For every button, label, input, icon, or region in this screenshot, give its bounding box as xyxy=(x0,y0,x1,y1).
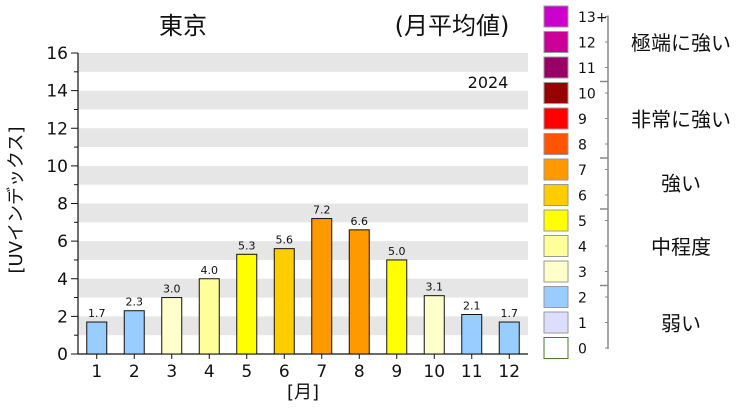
legend-swatch xyxy=(543,5,569,28)
data-label: 2.3 xyxy=(126,296,144,309)
data-label: 1.7 xyxy=(501,307,519,320)
legend-swatch xyxy=(543,82,569,104)
legend-swatch xyxy=(543,133,569,155)
chart-title: 東京 xyxy=(159,12,207,40)
bar xyxy=(348,229,370,355)
legend-swatch xyxy=(543,260,569,283)
data-label: 6.6 xyxy=(351,215,369,228)
grid-band xyxy=(78,241,528,260)
legend-label: 9 xyxy=(578,112,587,128)
y-tick-label: 16 xyxy=(46,44,68,64)
legend-label: 5 xyxy=(578,214,587,230)
bar xyxy=(273,248,295,355)
x-tick-label: 7 xyxy=(316,362,327,382)
x-tick-label: 9 xyxy=(391,362,402,382)
bar xyxy=(423,295,445,355)
legend-label: 1 xyxy=(578,316,587,332)
bars: 1.7 2.3 3.0 4.0 5.3 5.6 7.2 6.6 5.0 3.1 2.1 1.7 xyxy=(86,204,520,355)
legend-label: 11 xyxy=(578,61,596,77)
legend-swatch xyxy=(543,184,569,206)
bar xyxy=(498,321,520,355)
legend-label: 6 xyxy=(578,189,587,205)
legend-swatch xyxy=(543,235,569,257)
y-tick-label: 10 xyxy=(46,157,68,177)
bar xyxy=(123,310,145,355)
data-label: 1.7 xyxy=(88,307,106,320)
chart-subtitle: (月平均値) xyxy=(395,12,510,40)
grid-band xyxy=(78,53,528,72)
x-tick-label: 6 xyxy=(279,362,290,382)
x-tick-label: 5 xyxy=(241,362,252,382)
legend-label: 2 xyxy=(578,291,587,307)
bar xyxy=(198,278,220,355)
legend-label: 10 xyxy=(578,87,596,103)
y-tick-label: 6 xyxy=(57,232,68,252)
bar xyxy=(161,297,183,355)
x-tick-label: 1 xyxy=(91,362,102,382)
legend-label: 4 xyxy=(578,240,587,256)
grid-band xyxy=(78,128,528,148)
x-tick-label: 8 xyxy=(354,362,365,382)
data-label: 7.2 xyxy=(313,204,331,217)
data-label: 4.0 xyxy=(201,264,219,277)
legend-label: 7 xyxy=(578,163,587,179)
legend-category-label: 中程度 xyxy=(651,235,711,259)
x-tick-label: 2 xyxy=(129,362,140,382)
data-label: 3.1 xyxy=(426,281,444,294)
grid-band xyxy=(78,278,528,298)
x-tick-label: 4 xyxy=(204,362,215,382)
legend-label: 3 xyxy=(578,265,587,281)
bar xyxy=(86,321,108,355)
bar xyxy=(386,259,408,355)
x-tick-label: 12 xyxy=(498,362,520,382)
grid-band xyxy=(78,316,528,336)
legend-category-label: 極端に強い xyxy=(631,31,731,55)
legend-label: 12 xyxy=(578,36,596,52)
bar xyxy=(461,313,483,355)
legend-label: 8 xyxy=(578,138,587,154)
legend-swatch xyxy=(543,311,569,334)
data-label: 3.0 xyxy=(163,283,181,296)
y-tick-label: 14 xyxy=(46,82,68,102)
data-label: 5.3 xyxy=(238,239,256,252)
y-tick-label: 8 xyxy=(57,195,68,215)
grid-band xyxy=(78,165,528,185)
y-tick-label: 0 xyxy=(57,345,68,365)
x-axis-label: [月] xyxy=(287,382,319,403)
legend-swatch xyxy=(543,31,569,53)
x-tick-label: 3 xyxy=(166,362,177,382)
data-label: 5.0 xyxy=(388,245,406,258)
legend-swatch xyxy=(543,107,569,130)
y-axis-label: [UVインデックス] xyxy=(6,127,27,274)
legend-swatch xyxy=(543,286,569,308)
legend-swatch xyxy=(543,337,569,359)
legend-swatch xyxy=(543,56,569,79)
x-tick-label: 10 xyxy=(423,362,445,382)
legend-label: 13+ xyxy=(578,10,608,26)
legend-category-label: 弱い xyxy=(661,312,701,336)
grid-band xyxy=(78,203,528,223)
background-bands xyxy=(78,53,528,336)
data-label: 2.1 xyxy=(463,299,481,312)
year-label: 2024 xyxy=(468,73,509,92)
legend-category-label: 強い xyxy=(661,171,701,195)
y-tick-label: 12 xyxy=(46,119,68,139)
grid-band xyxy=(78,90,528,110)
legend-swatch xyxy=(543,209,569,232)
x-tick-label: 11 xyxy=(461,362,483,382)
legend-category-label: 非常に強い xyxy=(631,108,731,132)
data-label: 5.6 xyxy=(276,234,294,247)
legend-label: 0 xyxy=(578,342,587,358)
bar xyxy=(236,253,258,355)
legend-swatch xyxy=(543,158,569,181)
bar xyxy=(311,218,333,355)
y-tick-label: 4 xyxy=(57,270,68,290)
y-tick-label: 2 xyxy=(57,307,68,327)
